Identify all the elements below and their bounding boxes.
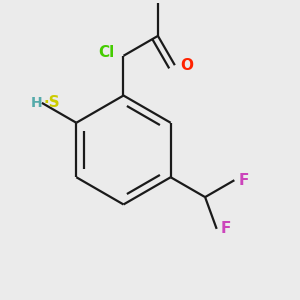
Text: F: F xyxy=(239,173,249,188)
Text: ·S: ·S xyxy=(44,95,60,110)
Text: F: F xyxy=(221,221,231,236)
Text: Cl: Cl xyxy=(98,45,115,60)
Text: H: H xyxy=(30,96,42,110)
Text: O: O xyxy=(181,58,194,73)
